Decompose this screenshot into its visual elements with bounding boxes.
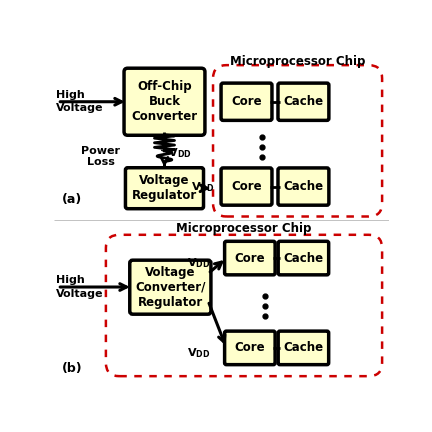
FancyBboxPatch shape [278,331,329,365]
FancyBboxPatch shape [125,168,203,209]
FancyBboxPatch shape [130,260,211,314]
Text: >V$_{\mathbf{DD}}$: >V$_{\mathbf{DD}}$ [159,146,192,160]
Text: (a): (a) [62,194,83,206]
Text: Voltage
Converter/
Regulator: Voltage Converter/ Regulator [135,266,206,309]
Text: High: High [56,275,84,286]
Text: Core: Core [231,95,262,108]
FancyBboxPatch shape [225,331,275,365]
Text: Voltage: Voltage [56,103,103,113]
Text: V$_{\mathbf{DD}}$: V$_{\mathbf{DD}}$ [187,346,211,360]
Text: V$_{\mathbf{DD}}$: V$_{\mathbf{DD}}$ [191,180,214,194]
Text: (b): (b) [62,362,83,375]
Text: Core: Core [235,251,265,264]
Text: Off-Chip
Buck
Converter: Off-Chip Buck Converter [131,80,197,123]
Text: Cache: Cache [283,180,324,193]
Text: Cache: Cache [283,251,324,264]
FancyBboxPatch shape [278,241,329,275]
FancyBboxPatch shape [225,241,275,275]
FancyBboxPatch shape [278,83,329,121]
Text: Microprocessor Chip: Microprocessor Chip [177,222,312,235]
Text: Core: Core [235,341,265,354]
Text: Power
Loss: Power Loss [81,146,121,168]
Text: Voltage
Regulator: Voltage Regulator [132,174,197,202]
Text: Cache: Cache [283,95,324,108]
Text: Cache: Cache [283,341,324,354]
FancyBboxPatch shape [221,83,272,121]
Text: High: High [56,90,84,100]
Text: Microprocessor Chip: Microprocessor Chip [230,55,365,68]
FancyBboxPatch shape [221,168,272,205]
Text: Core: Core [231,180,262,193]
FancyBboxPatch shape [124,68,205,135]
Text: V$_{\mathbf{DD}}$: V$_{\mathbf{DD}}$ [187,256,211,270]
FancyBboxPatch shape [278,168,329,205]
Text: Voltage: Voltage [56,289,103,299]
